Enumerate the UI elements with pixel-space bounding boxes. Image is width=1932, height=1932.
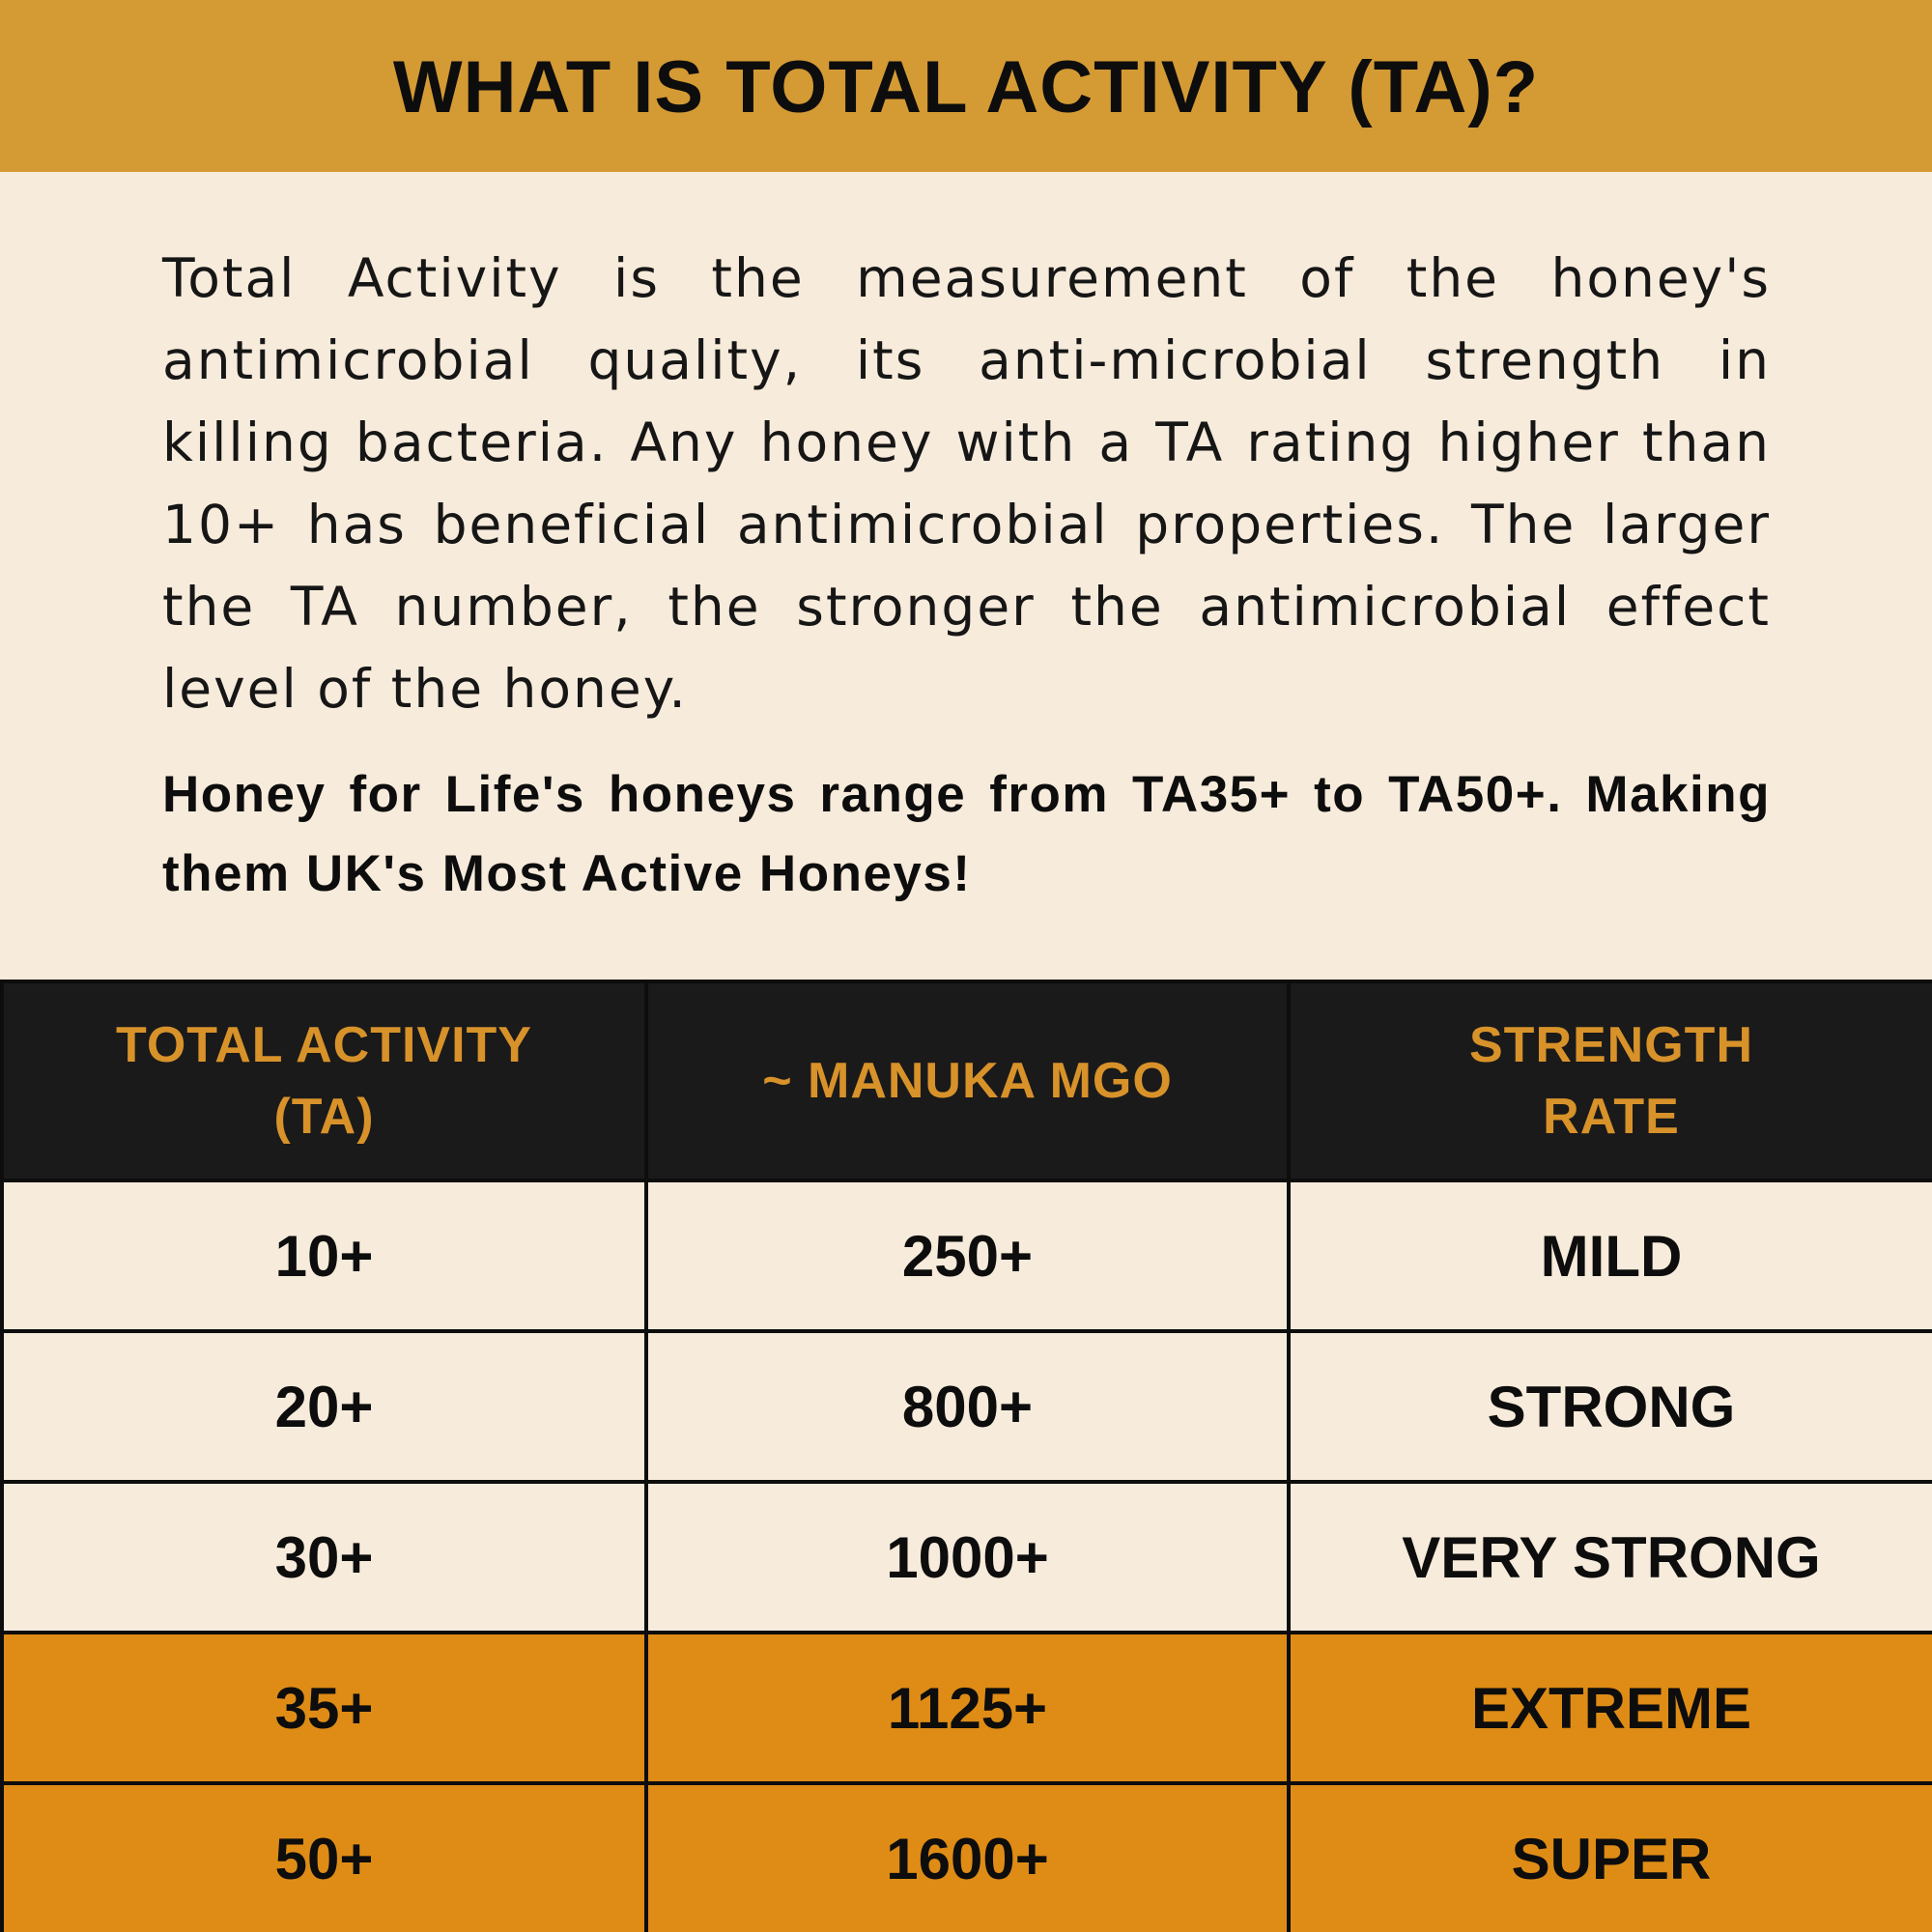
cell-mgo: 1000+ [644, 1480, 1291, 1634]
header-total-activity: TOTAL ACTIVITY (TA) [0, 980, 648, 1182]
cell-strength: VERY STRONG [1287, 1480, 1932, 1634]
table-row-highlighted: 50+ 1600+ SUPER [0, 1781, 1932, 1932]
cell-ta: 30+ [0, 1480, 648, 1634]
title-banner: WHAT IS TOTAL ACTIVITY (TA)? [0, 0, 1932, 172]
ta-table: TOTAL ACTIVITY (TA) ~ MANUKA MGO STRENGT… [0, 980, 1932, 1932]
cell-mgo: 800+ [644, 1329, 1291, 1484]
ta-table-container: TOTAL ACTIVITY (TA) ~ MANUKA MGO STRENGT… [0, 980, 1932, 1932]
header-strength-rate-line1: STRENGTH [1469, 1017, 1753, 1073]
cell-ta: 35+ [0, 1631, 648, 1785]
page-title: WHAT IS TOTAL ACTIVITY (TA)? [392, 46, 1540, 128]
table-row: 10+ 250+ MILD [0, 1179, 1932, 1333]
cell-strength: STRONG [1287, 1329, 1932, 1484]
cell-mgo: 250+ [644, 1179, 1291, 1333]
header-strength-rate: STRENGTH RATE [1287, 980, 1932, 1182]
cell-ta: 20+ [0, 1329, 648, 1484]
intro-paragraph: Total Activity is the measurement of the… [162, 247, 1771, 720]
header-total-activity-line2: (TA) [273, 1089, 375, 1145]
cell-ta: 50+ [0, 1781, 648, 1932]
highlight-statement: Honey for Life's honeys range from TA35+… [162, 766, 1771, 902]
cell-strength: MILD [1287, 1179, 1932, 1333]
table-header-row: TOTAL ACTIVITY (TA) ~ MANUKA MGO STRENGT… [0, 980, 1932, 1182]
cell-strength: EXTREME [1287, 1631, 1932, 1785]
table-row: 30+ 1000+ VERY STRONG [0, 1480, 1932, 1634]
header-total-activity-line1: TOTAL ACTIVITY [116, 1017, 532, 1073]
header-manuka-mgo: ~ MANUKA MGO [644, 980, 1291, 1182]
cell-mgo: 1600+ [644, 1781, 1291, 1932]
table-row-highlighted: 35+ 1125+ EXTREME [0, 1631, 1932, 1785]
header-strength-rate-line2: RATE [1543, 1089, 1680, 1145]
header-manuka-mgo-label: ~ MANUKA MGO [762, 1053, 1173, 1109]
cell-strength: SUPER [1287, 1781, 1932, 1932]
table-row: 20+ 800+ STRONG [0, 1329, 1932, 1484]
cell-mgo: 1125+ [644, 1631, 1291, 1785]
cell-ta: 10+ [0, 1179, 648, 1333]
